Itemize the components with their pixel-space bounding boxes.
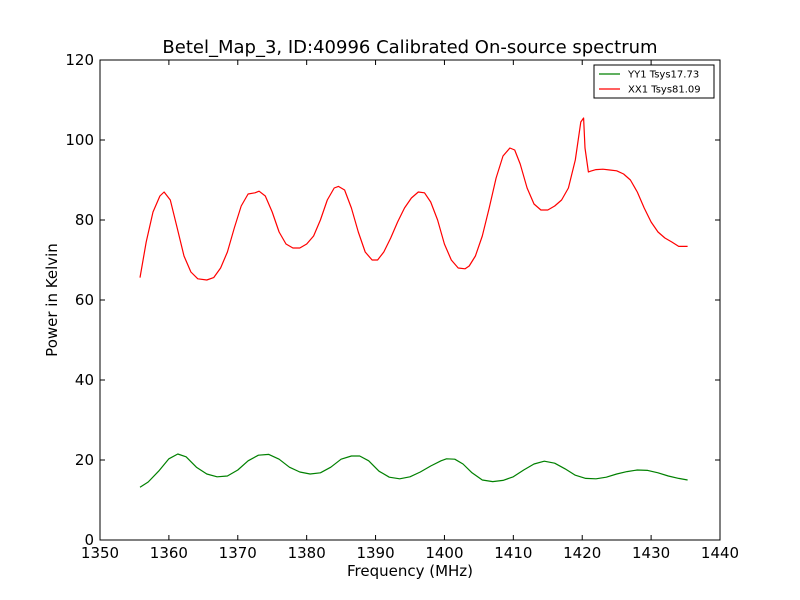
x-tick-label: 1390 xyxy=(356,544,394,562)
series-line-xx1 xyxy=(139,117,688,281)
y-tick-label: 100 xyxy=(65,131,94,149)
x-axis-label: Frequency (MHz) xyxy=(347,562,473,580)
series-line-yy1 xyxy=(139,453,688,488)
y-tick-label: 20 xyxy=(75,451,94,469)
y-tick-label: 40 xyxy=(75,371,94,389)
x-tick-label: 1350 xyxy=(81,544,119,562)
x-tick-label: 1380 xyxy=(288,544,326,562)
y-tick-label: 80 xyxy=(75,211,94,229)
y-tick-label: 120 xyxy=(65,51,94,69)
x-tick-label: 1440 xyxy=(701,544,739,562)
x-tick-label: 1410 xyxy=(494,544,532,562)
x-tick-label: 1360 xyxy=(150,544,188,562)
x-tick-label: 1370 xyxy=(219,544,257,562)
y-tick-label: 60 xyxy=(75,291,94,309)
legend-label-xx1: XX1 Tsys81.09 xyxy=(628,85,701,96)
x-tick-label: 1420 xyxy=(563,544,601,562)
chart-title: Betel_Map_3, ID:40996 Calibrated On-sour… xyxy=(162,37,657,58)
series-layer xyxy=(139,117,688,488)
x-tick-label: 1430 xyxy=(632,544,670,562)
tick-layer: 1350 1360 1370 1380 1390 1400 1410 1420 1430 1440… xyxy=(65,51,739,562)
legend: YY1 Tsys17.73 XX1 Tsys81.09 xyxy=(593,64,715,99)
legend-label-yy1: YY1 Tsys17.73 xyxy=(627,70,699,81)
legend-box xyxy=(593,64,715,99)
x-tick-label: 1400 xyxy=(425,544,463,562)
y-axis-label: Power in Kelvin xyxy=(43,243,61,357)
plot-frame xyxy=(99,59,721,541)
plot-area xyxy=(100,60,720,540)
y-tick-label: 0 xyxy=(84,531,94,549)
